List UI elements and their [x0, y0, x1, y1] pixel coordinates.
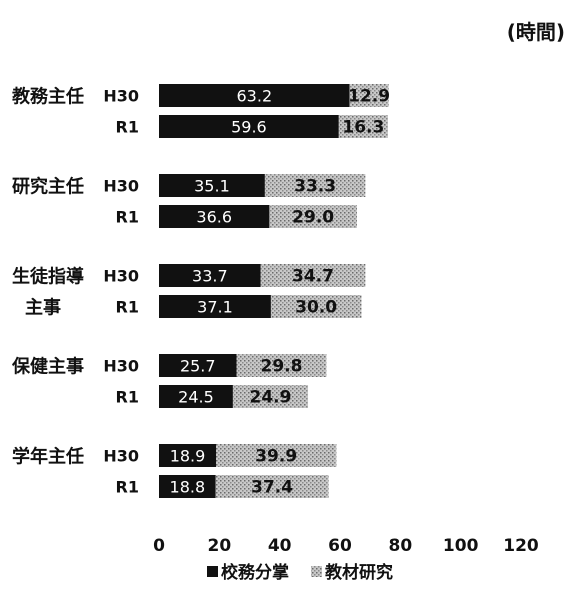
- bar-kyozai-4-H30: [216, 444, 337, 467]
- bar-kyozai-4-R1: [215, 475, 329, 498]
- bar-koumu-2-R1: [159, 295, 271, 318]
- legend-label: 校務分掌: [221, 562, 289, 583]
- bar-koumu-3-H30: [159, 354, 237, 377]
- data-label: 63.2: [237, 87, 273, 106]
- bar-kyozai-0-H30: [349, 84, 389, 107]
- year-label: H30: [103, 87, 139, 106]
- year-label: H30: [103, 447, 139, 466]
- unit-label: (時間): [506, 20, 565, 44]
- bar-koumu-0-R1: [159, 115, 339, 138]
- x-tick-label: 40: [268, 536, 292, 556]
- data-label: 24.9: [249, 388, 291, 408]
- group-label: 学年主任: [12, 446, 84, 468]
- year-label: R1: [116, 118, 139, 137]
- data-label: 25.7: [180, 357, 216, 376]
- bar-koumu-1-H30: [159, 174, 265, 197]
- bar-koumu-2-H30: [159, 264, 261, 287]
- year-label: R1: [116, 478, 139, 497]
- bar-kyozai-2-H30: [260, 264, 366, 287]
- bar-koumu-1-R1: [159, 205, 270, 228]
- bar-kyozai-1-R1: [269, 205, 357, 228]
- bar-kyozai-3-H30: [236, 354, 327, 377]
- data-label: 18.8: [170, 478, 206, 497]
- year-label: H30: [103, 357, 139, 376]
- group-label: 研究主任: [12, 176, 84, 198]
- year-label: H30: [103, 267, 139, 286]
- group-label: 保健主事: [11, 356, 84, 378]
- year-label: R1: [116, 388, 139, 407]
- x-tick-label: 20: [207, 536, 231, 556]
- data-label: 37.4: [251, 478, 293, 498]
- x-tick-label: 80: [388, 536, 412, 556]
- group-label: 生徒指導: [12, 266, 84, 288]
- bar-kyozai-1-H30: [264, 174, 366, 197]
- data-label: 16.3: [342, 118, 384, 138]
- data-label: 24.5: [178, 388, 214, 407]
- data-label: 12.9: [348, 87, 390, 107]
- year-label: R1: [116, 208, 139, 227]
- legend-label: 教材研究: [324, 562, 393, 583]
- x-tick-label: 60: [328, 536, 352, 556]
- bar-kyozai-0-R1: [338, 115, 388, 138]
- data-label: 34.7: [292, 267, 334, 287]
- data-label: 59.6: [231, 118, 267, 137]
- data-label: 35.1: [194, 177, 230, 196]
- legend-swatch: [311, 566, 322, 577]
- bar-kyozai-2-R1: [270, 295, 362, 318]
- group-label: 主事: [25, 297, 61, 319]
- data-label: 39.9: [255, 447, 297, 467]
- bar-koumu-4-H30: [159, 444, 217, 467]
- data-label: 29.0: [292, 208, 334, 228]
- bar-koumu-4-R1: [159, 475, 216, 498]
- legend-swatch: [207, 566, 218, 577]
- data-label: 29.8: [261, 357, 303, 377]
- bar-koumu-3-R1: [159, 385, 233, 408]
- data-label: 30.0: [295, 298, 337, 318]
- data-label: 18.9: [170, 447, 206, 466]
- data-label: 33.3: [294, 177, 336, 197]
- x-tick-label: 120: [503, 536, 539, 556]
- bar-koumu-0-H30: [159, 84, 350, 107]
- x-tick-label: 0: [153, 536, 165, 556]
- data-label: 37.1: [197, 298, 233, 317]
- year-label: R1: [116, 298, 139, 317]
- x-tick-label: 100: [443, 536, 479, 556]
- year-label: H30: [103, 177, 139, 196]
- bar-kyozai-3-R1: [232, 385, 309, 408]
- group-label: 教務主任: [12, 86, 84, 108]
- data-label: 33.7: [192, 267, 228, 286]
- data-label: 36.6: [196, 208, 232, 227]
